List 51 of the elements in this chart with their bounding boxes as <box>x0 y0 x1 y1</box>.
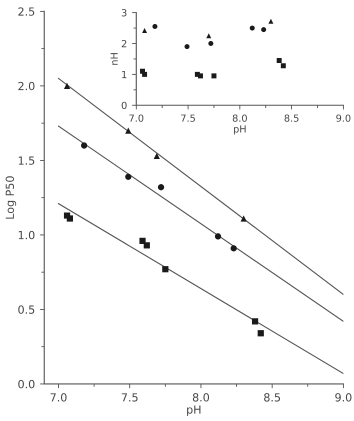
y-tick-label: 0.0 <box>18 380 34 388</box>
x-axis-title: pH <box>234 125 246 134</box>
point <box>64 82 70 89</box>
x-tick-label: 9.0 <box>336 114 350 122</box>
point <box>250 26 255 31</box>
point <box>81 142 88 149</box>
point <box>142 28 148 34</box>
x-tick-label: 8.5 <box>264 393 280 402</box>
y-axis-title: nH <box>110 53 118 65</box>
point <box>276 58 282 63</box>
point <box>144 242 150 248</box>
point <box>268 18 274 24</box>
point <box>214 233 222 240</box>
point <box>258 330 264 336</box>
point <box>125 174 132 180</box>
x-tick-label: 7.0 <box>50 393 67 402</box>
y-tick-label: 1 <box>122 70 126 78</box>
point <box>184 44 190 50</box>
x-tick-label: 8.5 <box>284 114 298 122</box>
x-tick-label: 7.0 <box>129 114 144 122</box>
y-tick-label: 2.5 <box>18 7 34 16</box>
x-tick-label: 9.0 <box>335 393 352 402</box>
point <box>142 72 148 77</box>
point <box>206 33 212 38</box>
y-axis-title: Log P50 <box>6 176 16 219</box>
x-tick-label: 7.5 <box>122 393 138 402</box>
point <box>154 152 160 160</box>
point <box>230 245 237 252</box>
point <box>152 24 158 30</box>
y-tick-label: 0 <box>122 102 127 110</box>
point <box>252 318 258 324</box>
x-axis-title: pH <box>187 405 200 416</box>
point <box>66 215 73 222</box>
x-tick-label: 8.0 <box>232 114 247 122</box>
y-tick-label: 2 <box>122 40 126 48</box>
point <box>198 73 203 78</box>
y-tick-label: 0.5 <box>18 305 34 314</box>
y-tick-label: 3 <box>122 9 126 16</box>
point <box>280 63 286 68</box>
point <box>158 184 164 190</box>
y-tick-label: 1.0 <box>18 230 34 240</box>
point <box>162 266 168 272</box>
x-tick-label: 7.5 <box>181 114 195 122</box>
point <box>261 27 266 32</box>
point <box>211 73 216 78</box>
point <box>208 41 214 46</box>
y-tick-label: 1.5 <box>18 156 34 165</box>
point <box>125 127 132 134</box>
y-tick-label: 2.0 <box>18 82 34 90</box>
point <box>240 215 247 222</box>
x-tick-label: 8.0 <box>192 393 210 402</box>
